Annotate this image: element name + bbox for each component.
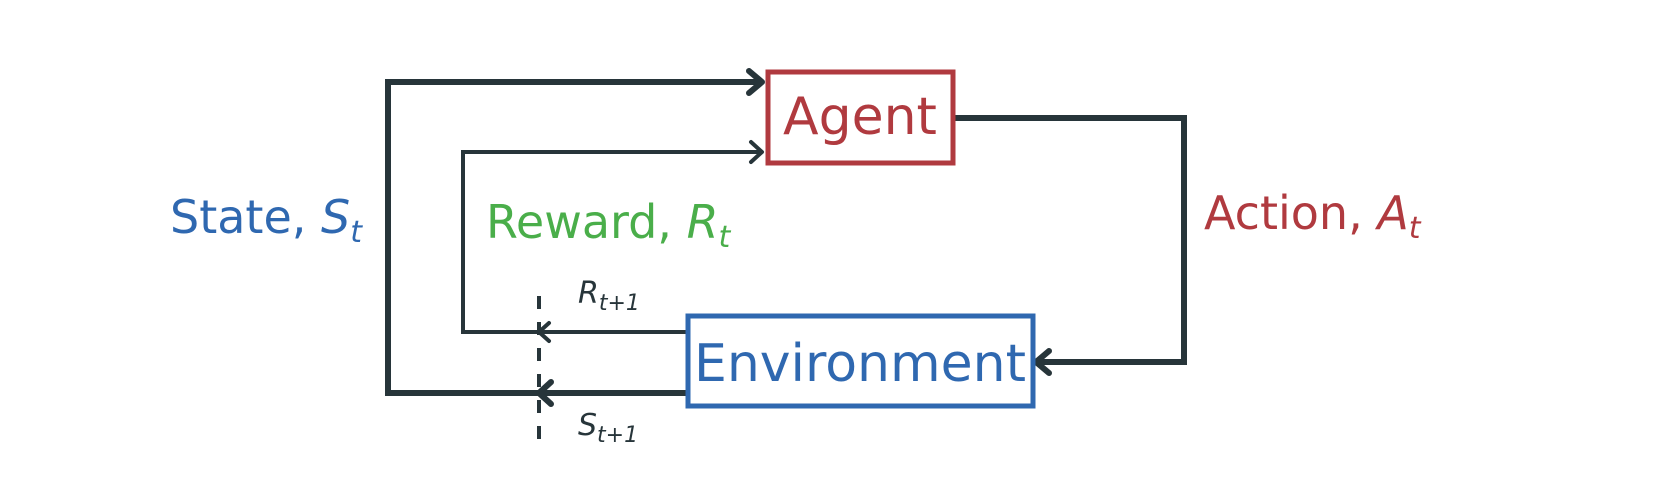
state-subscript: t bbox=[350, 215, 363, 250]
reward-loop-line bbox=[461, 150, 762, 334]
reward-label: Reward, Rt bbox=[486, 195, 732, 255]
action-arrowhead bbox=[1033, 348, 1052, 376]
reward-symbol: R bbox=[687, 195, 719, 249]
state-symbol: S bbox=[321, 190, 350, 244]
state-label: State, St bbox=[170, 190, 363, 250]
state-text: State, bbox=[170, 190, 321, 244]
next-reward-symbol: R bbox=[578, 276, 599, 311]
next-reward-subscript: t+1 bbox=[599, 291, 640, 316]
environment-box bbox=[685, 313, 1036, 409]
next-state-arrowhead bbox=[536, 379, 554, 407]
action-subscript: t bbox=[1409, 211, 1422, 246]
next-state-label: St+1 bbox=[578, 408, 638, 448]
next-state-symbol: S bbox=[578, 408, 597, 443]
state-arrowhead bbox=[746, 68, 765, 96]
next-state-subscript: t+1 bbox=[597, 423, 638, 448]
action-text: Action, bbox=[1204, 186, 1377, 240]
agent-label: Agent bbox=[783, 87, 937, 147]
reward-arrowhead bbox=[749, 140, 764, 164]
action-symbol: A bbox=[1374, 186, 1408, 240]
reward-text: Reward, bbox=[486, 195, 687, 249]
next-reward-label: Rt+1 bbox=[578, 276, 640, 316]
action-loop-line bbox=[953, 115, 1187, 365]
action-label: Action, At bbox=[1204, 186, 1422, 246]
agent-box bbox=[765, 69, 956, 166]
environment-label: Environment bbox=[694, 334, 1026, 394]
reward-subscript: t bbox=[719, 220, 732, 255]
